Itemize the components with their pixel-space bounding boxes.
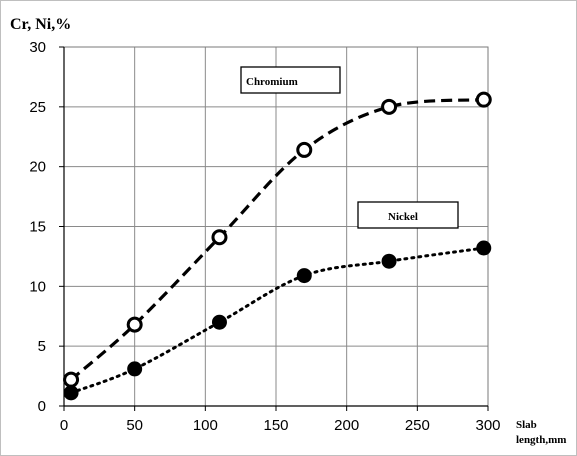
data-point-nickel bbox=[381, 253, 397, 269]
y-axis-label: Cr, Ni,% bbox=[10, 16, 71, 33]
data-point-nickel bbox=[476, 240, 492, 256]
data-point-chromium bbox=[475, 91, 492, 108]
x-tick-label: 300 bbox=[475, 417, 500, 434]
y-tick-label: 25 bbox=[29, 99, 46, 116]
legend-box-chromium bbox=[240, 66, 341, 94]
x-tick-label: 0 bbox=[60, 417, 68, 434]
data-point-nickel bbox=[296, 268, 312, 284]
x-tick-label: 250 bbox=[405, 417, 430, 434]
legend-label-chromium: Chromium bbox=[246, 76, 298, 88]
data-point-nickel bbox=[211, 314, 227, 330]
x-tick-label: 200 bbox=[334, 417, 359, 434]
data-point-chromium bbox=[126, 316, 143, 333]
legend-box-nickel bbox=[357, 201, 459, 229]
x-tick-label: 100 bbox=[193, 417, 218, 434]
x-axis-label-line2: length,mm bbox=[516, 434, 566, 446]
data-point-chromium bbox=[211, 229, 228, 246]
data-point-nickel bbox=[63, 385, 79, 401]
series-line-chromium bbox=[70, 98, 484, 381]
x-tick-label: 150 bbox=[263, 417, 288, 434]
y-tick-label: 10 bbox=[29, 278, 46, 295]
y-tick-label: 15 bbox=[29, 219, 46, 236]
y-tick-label: 0 bbox=[38, 398, 46, 415]
data-point-chromium bbox=[381, 98, 398, 115]
y-tick-label: 30 bbox=[29, 39, 46, 56]
data-point-nickel bbox=[127, 361, 143, 377]
data-point-chromium bbox=[63, 371, 80, 388]
x-tick-label: 50 bbox=[126, 417, 143, 434]
y-tick-label: 5 bbox=[38, 338, 46, 355]
x-axis-label-line1: Slab bbox=[516, 419, 537, 431]
data-point-chromium bbox=[296, 141, 313, 158]
legend-label-nickel: Nickel bbox=[388, 211, 418, 223]
y-tick-label: 20 bbox=[29, 159, 46, 176]
